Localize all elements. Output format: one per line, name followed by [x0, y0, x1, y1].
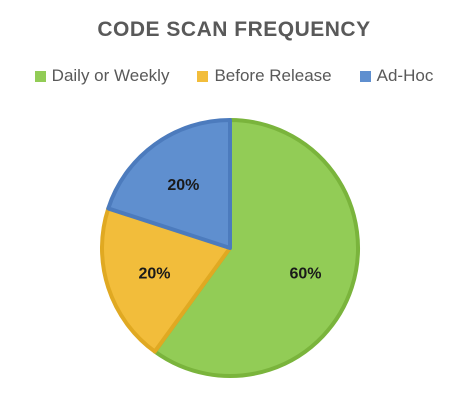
legend-item-daily-or-weekly: Daily or Weekly: [34, 66, 170, 86]
legend-label-before-release: Before Release: [214, 66, 332, 85]
legend-item-ad-hoc: Ad-Hoc: [359, 66, 434, 86]
legend: Daily or Weekly Before Release Ad-Hoc: [0, 66, 468, 86]
pie-slice-daily-or-weekly: [152, 118, 360, 378]
legend-label-daily-or-weekly: Daily or Weekly: [51, 66, 170, 85]
data-label-daily-or-weekly: 60%: [289, 266, 321, 283]
data-label-before-release: 20%: [139, 266, 171, 283]
legend-swatch-daily-or-weekly: [34, 70, 46, 82]
pie-slice-ad-hoc: [106, 118, 232, 250]
legend-label-ad-hoc: Ad-Hoc: [376, 66, 434, 85]
chart-title: CODE SCAN FREQUENCY: [97, 18, 371, 41]
data-label-ad-hoc: 20%: [167, 177, 199, 194]
legend-swatch-ad-hoc: [359, 70, 371, 82]
legend-swatch-before-release: [197, 70, 209, 82]
pie-slice-before-release: [100, 206, 232, 354]
legend-item-before-release: Before Release: [197, 66, 332, 86]
